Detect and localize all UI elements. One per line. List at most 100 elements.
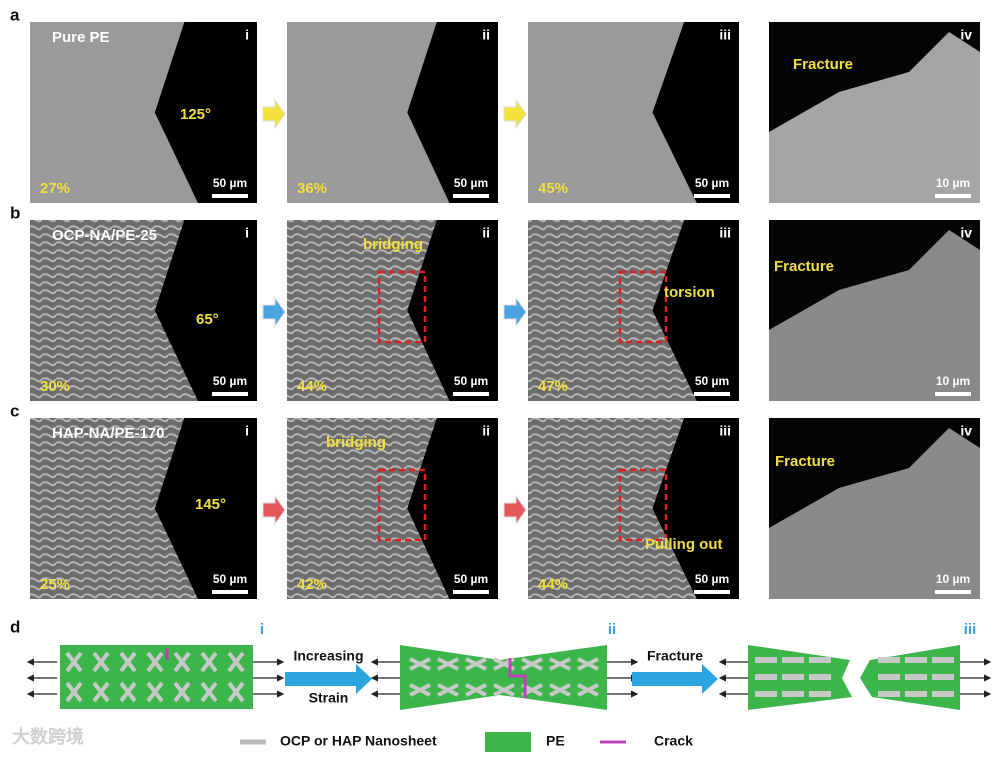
highlight-box (377, 270, 427, 344)
nanosheet (465, 683, 487, 697)
panel-numeral: iv (960, 423, 972, 439)
highlight-box (377, 468, 427, 542)
scale-bar (694, 194, 730, 198)
scale-label: 10 µm (936, 176, 970, 190)
annotation: Fracture (774, 258, 834, 275)
nanosheet (146, 651, 164, 673)
panel-numeral: i (245, 225, 249, 241)
sample-name: Pure PE (52, 29, 110, 46)
scale-bar (935, 590, 971, 594)
panel-numeral: iii (719, 423, 731, 439)
notch (652, 220, 739, 401)
strain-label: 42% (297, 576, 327, 593)
row-letter: d (10, 617, 20, 636)
step-arrow (262, 296, 286, 328)
row-letter: c (10, 401, 19, 420)
nanosheet (465, 657, 487, 671)
nanosheet (782, 657, 804, 663)
nanosheet (809, 691, 831, 697)
scale-label: 50 µm (454, 572, 488, 586)
stage-numeral: i (260, 621, 264, 638)
row-letter: b (10, 203, 20, 222)
notch (407, 418, 498, 599)
nanosheet (227, 681, 245, 703)
panel-numeral: iii (719, 27, 731, 43)
process-label: Strain (309, 690, 349, 706)
fracture-surface (769, 428, 980, 599)
nanosheet (905, 657, 927, 663)
nanosheet (577, 683, 599, 697)
scale-bar (453, 194, 489, 198)
scale-label: 50 µm (695, 572, 729, 586)
legend-label: Crack (654, 733, 693, 749)
row-letter: a (10, 5, 20, 24)
nanosheet (878, 657, 900, 663)
panel-numeral: ii (482, 423, 490, 439)
nanosheet (905, 691, 927, 697)
process-arrow (285, 664, 372, 694)
annotation: Pulling out (645, 536, 722, 553)
nanosheet (92, 651, 110, 673)
step-arrow (262, 494, 286, 526)
notch (652, 22, 739, 203)
nanosheet (782, 691, 804, 697)
nanosheet (521, 657, 543, 671)
scale-label: 10 µm (936, 374, 970, 388)
strain-label: 44% (297, 378, 327, 395)
nanosheet (173, 681, 191, 703)
nanosheet (146, 681, 164, 703)
nanosheet (878, 674, 900, 680)
process-label: Increasing (293, 648, 363, 664)
nanosheet (549, 683, 571, 697)
step-arrow (503, 98, 527, 130)
nanosheet (119, 651, 137, 673)
nanosheet (809, 657, 831, 663)
nanosheet (755, 674, 777, 680)
step-arrow (262, 98, 286, 130)
sample-name: OCP-NA/PE-25 (52, 227, 157, 244)
legend-label: OCP or HAP Nanosheet (280, 733, 437, 749)
annotation: torsion (664, 284, 715, 301)
scale-bar (212, 590, 248, 594)
notch (154, 22, 257, 203)
panel-numeral: ii (482, 27, 490, 43)
strain-label: 27% (40, 180, 70, 197)
pe-matrix (400, 645, 607, 710)
scale-label: 10 µm (936, 572, 970, 586)
step-arrow (503, 494, 527, 526)
watermark: 大数跨境 (12, 726, 84, 747)
strain-label: 47% (538, 378, 568, 395)
strain-label: 44% (538, 576, 568, 593)
scale-bar (453, 392, 489, 396)
nanosheet (932, 691, 954, 697)
annotation: 125° (180, 106, 211, 123)
nanosheet (755, 691, 777, 697)
nanosheet (119, 681, 137, 703)
panel-numeral: iv (960, 27, 972, 43)
nanosheet (932, 657, 954, 663)
nanosheet (493, 683, 515, 697)
legend-swatch (485, 732, 531, 752)
step-arrow (503, 296, 527, 328)
notch (652, 418, 739, 599)
panel-numeral: i (245, 423, 249, 439)
annotation: bridging (363, 236, 423, 253)
fracture-surface (769, 32, 980, 203)
highlight-box (618, 468, 668, 542)
legend-label: PE (546, 733, 565, 749)
process-label: Fracture (647, 648, 703, 664)
stage-numeral: iii (964, 621, 977, 638)
annotation: Fracture (775, 453, 835, 470)
stage-numeral: ii (608, 621, 616, 638)
annotation: bridging (326, 434, 386, 451)
panel-numeral: iii (719, 225, 731, 241)
notch (407, 22, 498, 203)
scale-label: 50 µm (695, 374, 729, 388)
nanosheet (200, 651, 218, 673)
scale-bar (453, 590, 489, 594)
nanosheet (878, 691, 900, 697)
nanosheet (409, 683, 431, 697)
scale-label: 50 µm (213, 572, 247, 586)
nanosheet (549, 657, 571, 671)
nanosheet (932, 674, 954, 680)
